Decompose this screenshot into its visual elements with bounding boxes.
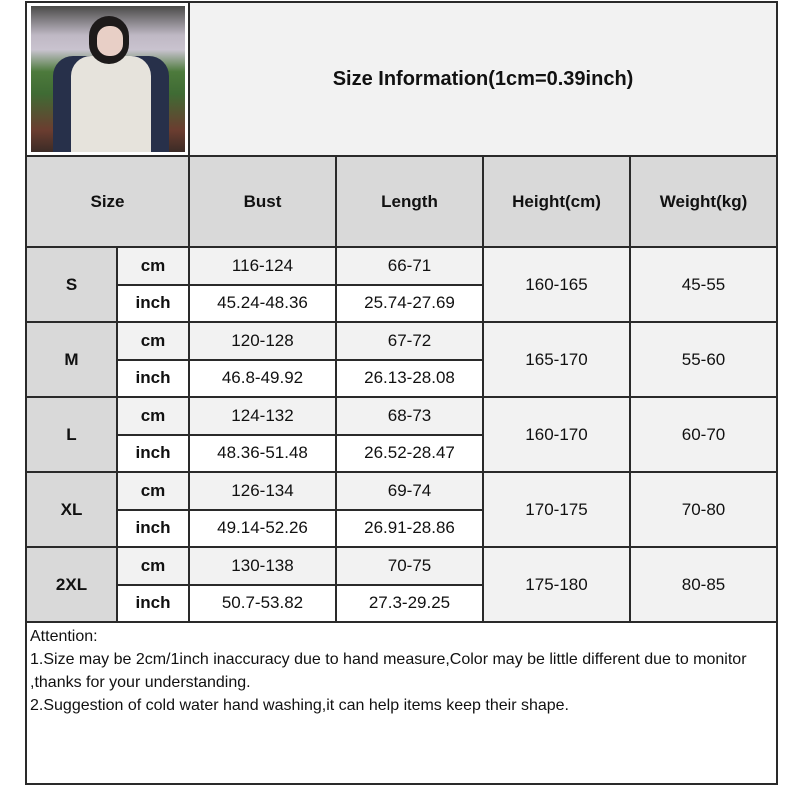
size-cell: M	[25, 321, 118, 398]
cm-cell: cm	[116, 471, 190, 511]
height-cell: 160-170	[482, 396, 631, 473]
attention-notes: Attention: 1.Size may be 2cm/1inch inacc…	[24, 621, 779, 785]
table-row-inch: inch 50.7-53.82 27.3-29.25	[26, 583, 777, 623]
cm-cell: cm	[116, 246, 190, 286]
weight-cell: 80-85	[628, 546, 779, 623]
height-cell: 165-170	[482, 321, 631, 398]
header-row: Size Bust Length Height(cm) Weight(kg)	[25, 155, 779, 248]
weight-cell: 45-55	[628, 246, 779, 323]
size-cell: L	[25, 396, 118, 473]
bust-cm-cell: 124-132	[188, 396, 337, 436]
length-inch-cell: 26.13-28.08	[335, 358, 484, 398]
length-inch-cell: 27.3-29.25	[335, 583, 484, 623]
bust-inch-cell: 45.24-48.36	[188, 283, 337, 323]
weight-cell: 60-70	[628, 396, 779, 473]
chart-title: Size Information(1cm=0.39inch)	[187, 1, 779, 157]
bust-inch-cell: 48.36-51.48	[188, 433, 337, 473]
bust-cm-cell: 126-134	[188, 471, 337, 511]
weight-cell: 70-80	[628, 471, 779, 548]
size-cell: 2XL	[25, 546, 118, 623]
length-cm-cell: 69-74	[335, 471, 484, 511]
table-row-cm: 2XL cm 130-138 70-75 175-180 80-85	[25, 546, 779, 623]
table-row-inch: inch 49.14-52.26 26.91-28.86	[26, 508, 777, 548]
length-cm-cell: 67-72	[335, 321, 484, 361]
attention-heading: Attention:	[30, 628, 98, 645]
weight-cell: 55-60	[628, 321, 779, 398]
bust-cm-cell: 120-128	[188, 321, 337, 361]
length-cm-cell: 66-71	[335, 246, 484, 286]
inch-cell: inch	[116, 358, 190, 398]
size-cell: S	[25, 246, 118, 323]
size-table: Size Information(1cm=0.39inch) Size Bust…	[24, 1, 779, 785]
header-weight: Weight(kg)	[628, 155, 779, 248]
header-size: Size	[25, 155, 190, 248]
table-row-cm: XL cm 126-134 69-74 170-175 70-80	[25, 471, 779, 548]
cm-cell: cm	[116, 546, 190, 586]
bust-cm-cell: 116-124	[188, 246, 337, 286]
bust-inch-cell: 49.14-52.26	[188, 508, 337, 548]
length-cm-cell: 70-75	[335, 546, 484, 586]
size-chart: Size Information(1cm=0.39inch) Size Bust…	[24, 1, 779, 785]
length-inch-cell: 25.74-27.69	[335, 283, 484, 323]
inch-cell: inch	[116, 283, 190, 323]
length-cm-cell: 68-73	[335, 396, 484, 436]
product-photo-cell	[25, 1, 190, 157]
header-height: Height(cm)	[482, 155, 631, 248]
cm-cell: cm	[116, 321, 190, 361]
table-row-inch: inch 46.8-49.92 26.13-28.08	[26, 358, 777, 398]
length-inch-cell: 26.91-28.86	[335, 508, 484, 548]
inch-cell: inch	[116, 583, 190, 623]
cm-cell: cm	[116, 396, 190, 436]
attention-line: 2.Suggestion of cold water hand washing,…	[30, 697, 569, 714]
height-cell: 175-180	[482, 546, 631, 623]
header-bust: Bust	[188, 155, 337, 248]
size-cell: XL	[25, 471, 118, 548]
inch-cell: inch	[116, 433, 190, 473]
bust-cm-cell: 130-138	[188, 546, 337, 586]
inch-cell: inch	[116, 508, 190, 548]
table-row-inch: inch 48.36-51.48 26.52-28.47	[26, 433, 777, 473]
length-inch-cell: 26.52-28.47	[335, 433, 484, 473]
attention-line: 1.Size may be 2cm/1inch inaccuracy due t…	[30, 651, 747, 691]
table-row-inch: inch 45.24-48.36 25.74-27.69	[26, 283, 777, 323]
height-cell: 170-175	[482, 471, 631, 548]
bust-inch-cell: 46.8-49.92	[188, 358, 337, 398]
header-length: Length	[335, 155, 484, 248]
bust-inch-cell: 50.7-53.82	[188, 583, 337, 623]
product-photo	[30, 6, 185, 152]
height-cell: 160-165	[482, 246, 631, 323]
